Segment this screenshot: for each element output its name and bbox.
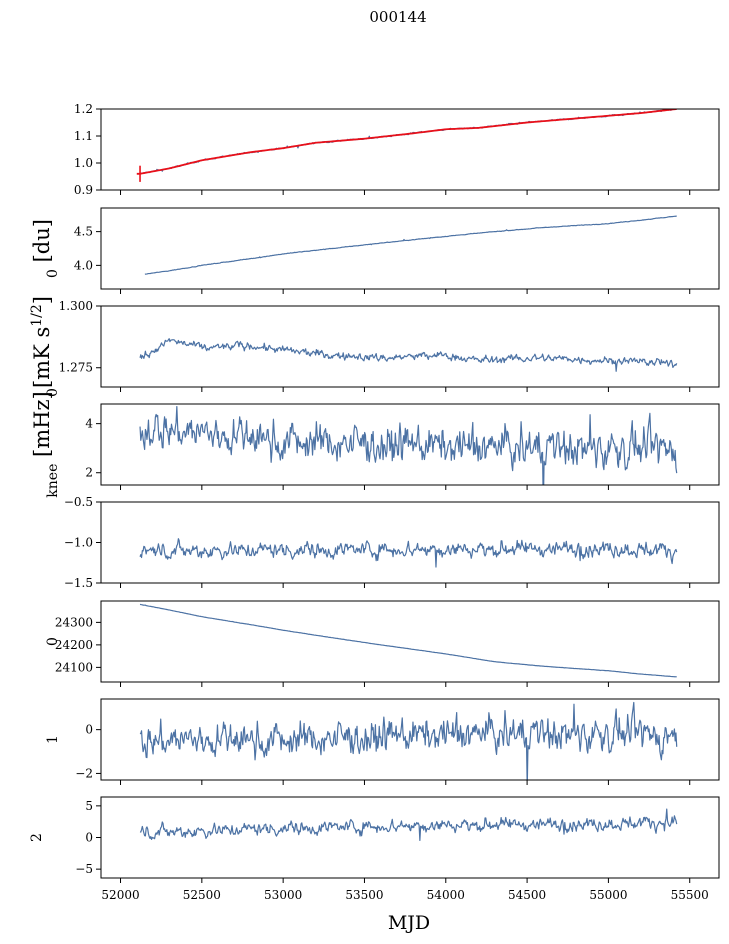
subplot-b0: 24100 24200 24300 b0 — [45, 600, 720, 687]
series-line-fknee — [139, 405, 678, 485]
y-tick-label: −1.0 — [64, 536, 93, 550]
subplot-sigma0_du: 4.0 4.5 σ0 [du] — [30, 207, 720, 294]
y-tick-label: 24300 — [55, 615, 93, 629]
y-tick-label: 4 — [85, 417, 93, 431]
plot-frame — [100, 403, 720, 486]
y-axis-label-b0: b0 — [45, 637, 61, 646]
x-tick-label: 53500 — [345, 888, 383, 902]
x-tick-label: 55500 — [671, 888, 709, 902]
x-tick-label: 55000 — [589, 888, 627, 902]
plot-frame — [100, 796, 720, 879]
series-line-b1 — [139, 701, 678, 780]
y-tick-label: 0.9 — [74, 183, 93, 197]
y-tick-label: 1.0 — [74, 156, 93, 170]
subplot-b1: −2 0 b1 — [45, 698, 720, 785]
y-tick-label: 1.1 — [74, 129, 93, 143]
y-tick-label: −2 — [75, 766, 93, 780]
y-axis-label-fknee: fknee [mHz] — [30, 391, 61, 497]
y-tick-label: 5 — [85, 799, 93, 813]
y-axis-label-sigma0_du: σ0 [du] — [30, 219, 61, 278]
subplot-alpha: −1.5−1.0−0.5α — [64, 495, 720, 590]
plot-frame — [100, 207, 720, 290]
plot-frame — [100, 305, 720, 388]
plot-frame — [100, 600, 720, 683]
y-tick-label: −1.5 — [64, 576, 93, 590]
plot-frame — [100, 501, 720, 584]
series-line-chi2 — [139, 808, 678, 842]
series-line-g — [139, 109, 677, 175]
y-tick-label: 1.2 — [74, 102, 93, 116]
subplot-g: 0.91.01.11.2g — [74, 102, 720, 197]
y-tick-label: 2 — [85, 466, 93, 480]
y-tick-label: 4.5 — [74, 225, 93, 239]
series-line-sigma0_mk — [139, 338, 678, 372]
subplot-fknee: 2 4 fknee [mHz] — [30, 391, 720, 498]
y-axis-label-chi2: χ2 — [29, 833, 45, 842]
y-tick-label: −5 — [75, 862, 93, 876]
x-tick-label: 52000 — [101, 888, 139, 902]
y-tick-label: −0.5 — [64, 495, 93, 509]
x-tick-label: 53000 — [264, 888, 302, 902]
y-tick-label: 1.275 — [59, 361, 93, 375]
series-line-sigma0_du — [144, 215, 677, 275]
y-tick-label: 1.300 — [59, 299, 93, 313]
x-axis-label: MJD — [388, 912, 430, 934]
y-tick-label: 24100 — [55, 660, 93, 674]
y-axis-label-b1: b1 — [45, 735, 61, 744]
x-tick-label: 52500 — [183, 888, 221, 902]
x-tick-label: 54500 — [508, 888, 546, 902]
subplot-chi2: −5 0 5 χ2 — [29, 796, 720, 883]
series-line-b0 — [139, 603, 677, 678]
y-axis-label-sigma0_mk: σ0[mK s1/2] — [29, 296, 61, 397]
y-tick-label: 0 — [85, 831, 93, 845]
y-tick-label: 24200 — [55, 638, 93, 652]
subplot-sigma0_mk: 1.275 1.300σ0[mK s1/2] — [29, 296, 720, 397]
plot-frame — [100, 108, 720, 191]
series-line-alpha — [139, 538, 678, 568]
x-tick-label: 54000 — [427, 888, 465, 902]
subplot-stack: 0.91.01.11.2g4.04.5σ0 [du]1.2751.300σ0[m… — [29, 102, 720, 883]
overlay-line-g — [136, 109, 677, 175]
plot-frame — [100, 698, 720, 781]
x-axis: 52000 52500 53000 53500 54000 54500 55000 55500 — [101, 888, 708, 902]
y-tick-label: 0 — [85, 723, 93, 737]
figure-title: 000144 — [369, 8, 426, 26]
y-tick-label: 4.0 — [74, 258, 93, 272]
